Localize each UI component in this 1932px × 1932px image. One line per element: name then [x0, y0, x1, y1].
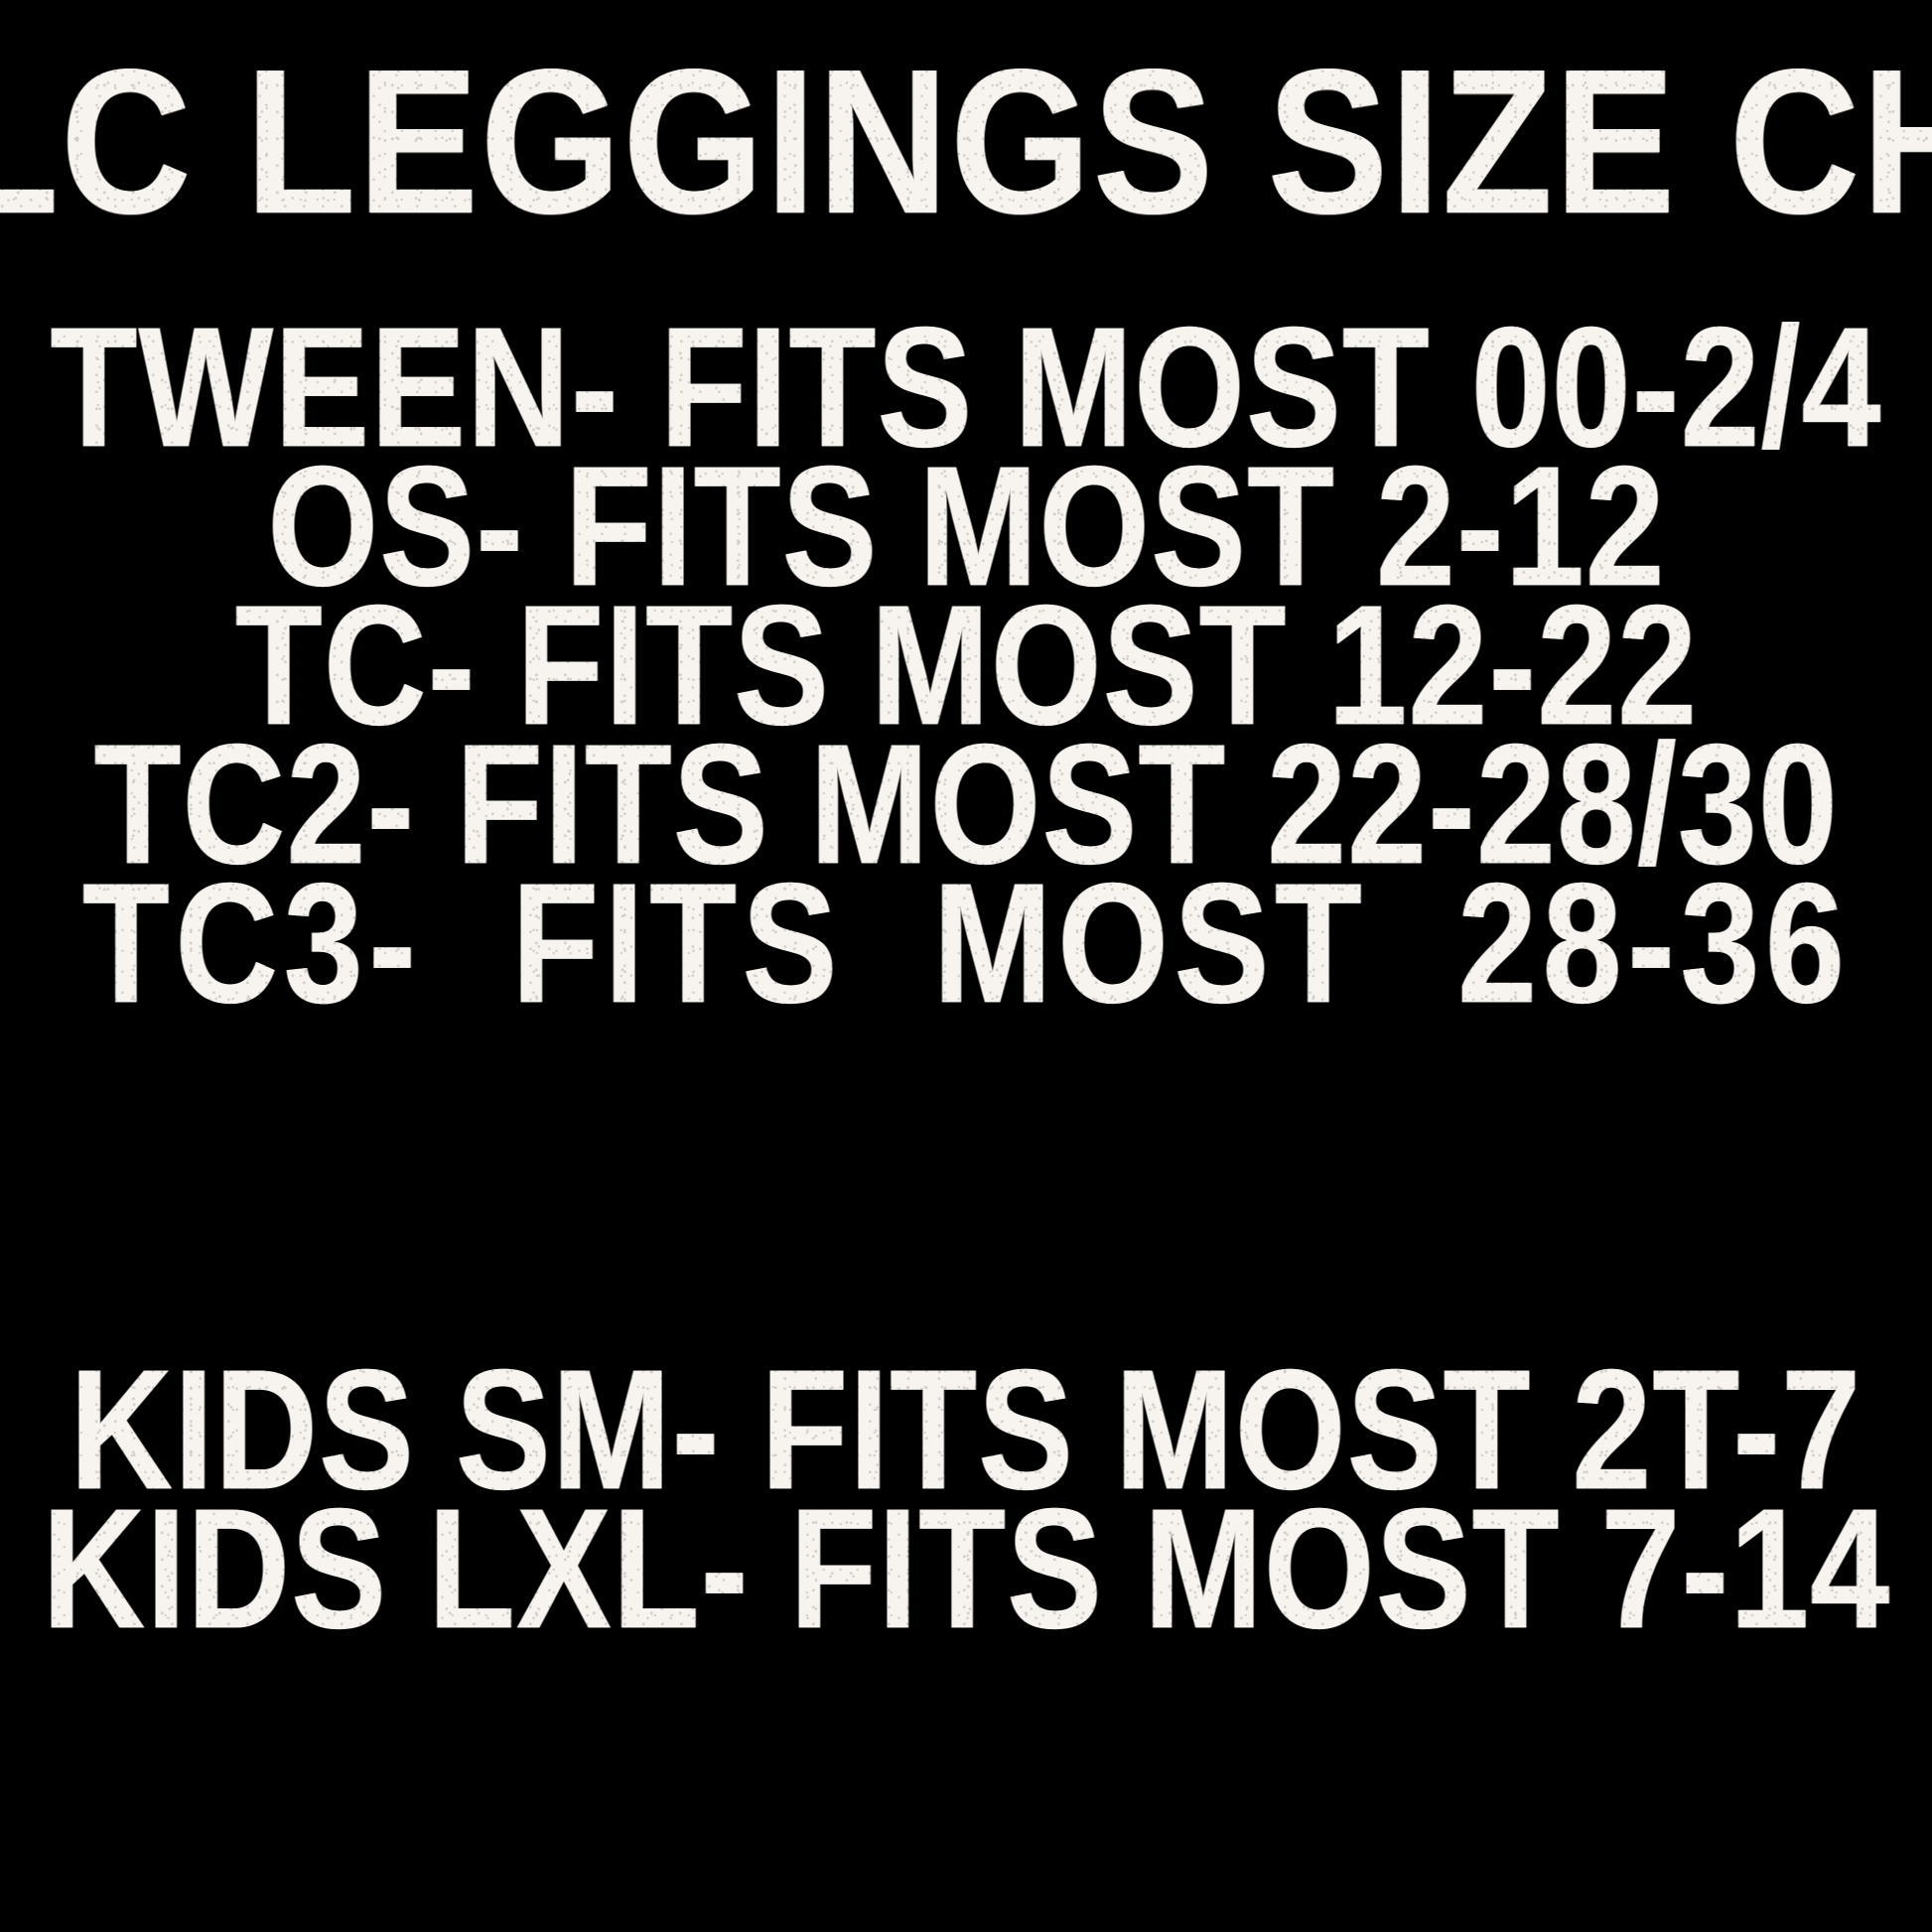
size-line-kids-lxl-text: KIDS LXL- FITS MOST 7-14	[42, 1471, 1890, 1665]
size-line-tc2-text: TC2- FITS MOST 22-28/30	[93, 707, 1839, 900]
adult-size-list: TWEEN- FITS MOST 00-2/4 OS- FITS MOST 2-…	[0, 301, 1932, 1029]
size-line-tc2: TC2- FITS MOST 22-28/30	[0, 718, 1932, 890]
page-title: GCLLC LEGGINGS SIZE CHART	[0, 26, 1932, 257]
size-line-os: OS- FITS MOST 2-12	[0, 440, 1932, 612]
size-line-tween-text: TWEEN- FITS MOST 00-2/4	[50, 290, 1882, 483]
size-line-kids-sm: KIDS SM- FITS MOST 2T-7	[0, 1343, 1932, 1515]
kids-size-list: KIDS SM- FITS MOST 2T-7 KIDS LXL- FITS M…	[0, 1343, 1932, 1654]
size-line-kids-lxl: KIDS LXL- FITS MOST 7-14	[0, 1482, 1932, 1654]
size-line-tween: TWEEN- FITS MOST 00-2/4	[0, 301, 1932, 473]
size-line-tc: TC- FITS MOST 12-22	[0, 579, 1932, 751]
size-line-tc3: TC3- FITS MOST 28-36	[0, 857, 1932, 1029]
size-line-os-text: OS- FITS MOST 2-12	[266, 429, 1666, 622]
size-line-kids-sm-text: KIDS SM- FITS MOST 2T-7	[69, 1332, 1863, 1526]
size-line-tc3-text: TC3- FITS MOST 28-36	[81, 846, 1851, 1039]
size-line-tc-text: TC- FITS MOST 12-22	[234, 568, 1698, 761]
title-row: GCLLC LEGGINGS SIZE CHART	[0, 39, 1932, 245]
